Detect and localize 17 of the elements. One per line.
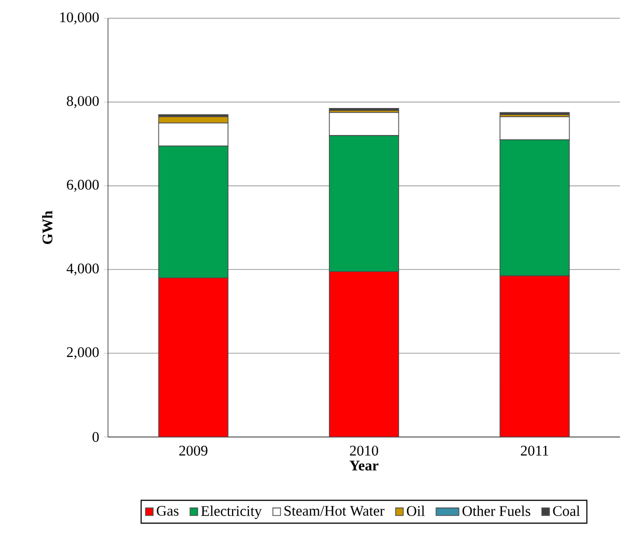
legend-label: Steam/Hot Water [284,506,384,516]
y-tick-label: 8,000 [66,96,99,108]
legend-label: Other Fuels [462,506,530,516]
x-axis-title: Year [350,460,378,470]
y-tick-label: 6,000 [66,180,99,192]
y-axis-title: GWh [42,210,52,244]
legend-label: Oil [406,506,425,516]
y-tick-label: 10,000 [60,12,99,24]
y-tick-label: 0 [92,432,99,442]
x-tick-label: 2011 [520,446,548,456]
legend-label: Electricity [201,506,262,519]
legend-label: Coal [553,506,580,516]
legend-label: Gas [156,506,178,516]
y-tick-label: 4,000 [66,264,99,276]
x-tick-label: 2010 [350,446,378,456]
x-tick-label: 2009 [179,446,208,456]
y-tick-label: 2,000 [66,347,99,360]
